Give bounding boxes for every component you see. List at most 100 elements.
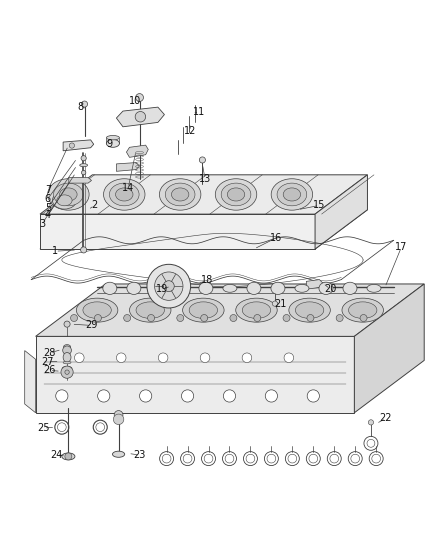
Circle shape [95,314,102,321]
Text: 11: 11 [193,107,205,117]
Ellipse shape [80,164,88,167]
Circle shape [81,247,87,253]
Ellipse shape [189,302,218,318]
Ellipse shape [127,282,141,294]
Ellipse shape [106,140,120,147]
Ellipse shape [319,282,333,294]
Polygon shape [35,284,424,336]
Ellipse shape [342,298,383,322]
Polygon shape [354,284,424,413]
Ellipse shape [247,282,261,294]
Ellipse shape [57,195,72,206]
Circle shape [201,314,208,321]
Polygon shape [117,107,164,127]
Text: 14: 14 [122,183,134,193]
Ellipse shape [221,183,251,206]
Ellipse shape [63,352,71,362]
Ellipse shape [103,282,117,294]
Text: 1: 1 [52,246,58,256]
Text: 17: 17 [396,242,408,252]
Circle shape [74,353,84,362]
Ellipse shape [151,285,165,292]
Ellipse shape [171,188,189,201]
Circle shape [223,390,236,402]
Polygon shape [69,177,92,183]
Polygon shape [127,145,148,157]
Text: 24: 24 [50,450,63,460]
Text: 25: 25 [37,423,50,433]
Ellipse shape [165,183,195,206]
Circle shape [124,314,131,321]
Text: 8: 8 [77,102,83,112]
Ellipse shape [130,298,171,322]
Circle shape [307,390,319,402]
Circle shape [147,264,191,308]
Polygon shape [117,163,140,171]
Ellipse shape [83,302,111,318]
Polygon shape [25,351,35,413]
Circle shape [56,390,68,402]
Text: 7: 7 [45,185,51,195]
Text: 6: 6 [45,194,51,204]
Text: 21: 21 [274,298,286,309]
Circle shape [98,390,110,402]
Circle shape [81,171,86,175]
Ellipse shape [136,302,164,318]
Circle shape [163,281,174,292]
Text: 10: 10 [129,95,141,106]
Circle shape [242,353,252,362]
Text: 16: 16 [270,233,282,243]
Circle shape [63,346,71,354]
Circle shape [69,143,74,148]
Polygon shape [40,214,315,249]
Ellipse shape [53,183,83,206]
Ellipse shape [62,367,72,370]
Ellipse shape [227,188,245,201]
Ellipse shape [116,188,133,201]
Circle shape [81,101,88,107]
Circle shape [114,410,123,419]
Ellipse shape [295,285,309,292]
Ellipse shape [63,361,71,364]
Circle shape [113,414,124,425]
Circle shape [181,390,194,402]
Text: 4: 4 [45,211,51,221]
Circle shape [336,314,343,321]
Circle shape [177,314,184,321]
Circle shape [307,314,314,321]
Text: 23: 23 [133,450,146,460]
Circle shape [117,353,126,362]
Ellipse shape [295,302,324,318]
Ellipse shape [199,282,213,294]
Circle shape [284,353,293,362]
Text: 20: 20 [324,284,336,294]
Circle shape [230,314,237,321]
Text: 27: 27 [42,357,54,367]
Ellipse shape [103,179,145,210]
Text: 29: 29 [85,320,98,330]
Circle shape [199,157,205,163]
Ellipse shape [175,282,189,294]
Circle shape [136,94,144,101]
Ellipse shape [48,179,89,210]
Circle shape [148,314,155,321]
Ellipse shape [223,285,237,292]
Ellipse shape [277,183,307,206]
Ellipse shape [283,188,300,201]
Text: 22: 22 [380,414,392,423]
Ellipse shape [62,453,75,460]
Polygon shape [315,175,367,249]
Circle shape [65,453,72,460]
Ellipse shape [183,298,224,322]
Circle shape [140,390,152,402]
Circle shape [265,390,278,402]
Text: 15: 15 [313,200,325,211]
Polygon shape [63,140,94,151]
Ellipse shape [60,188,77,201]
Ellipse shape [367,285,381,292]
Text: 28: 28 [43,348,56,358]
Text: 2: 2 [92,200,98,211]
Circle shape [135,111,146,122]
Ellipse shape [64,345,71,349]
Circle shape [81,156,86,161]
